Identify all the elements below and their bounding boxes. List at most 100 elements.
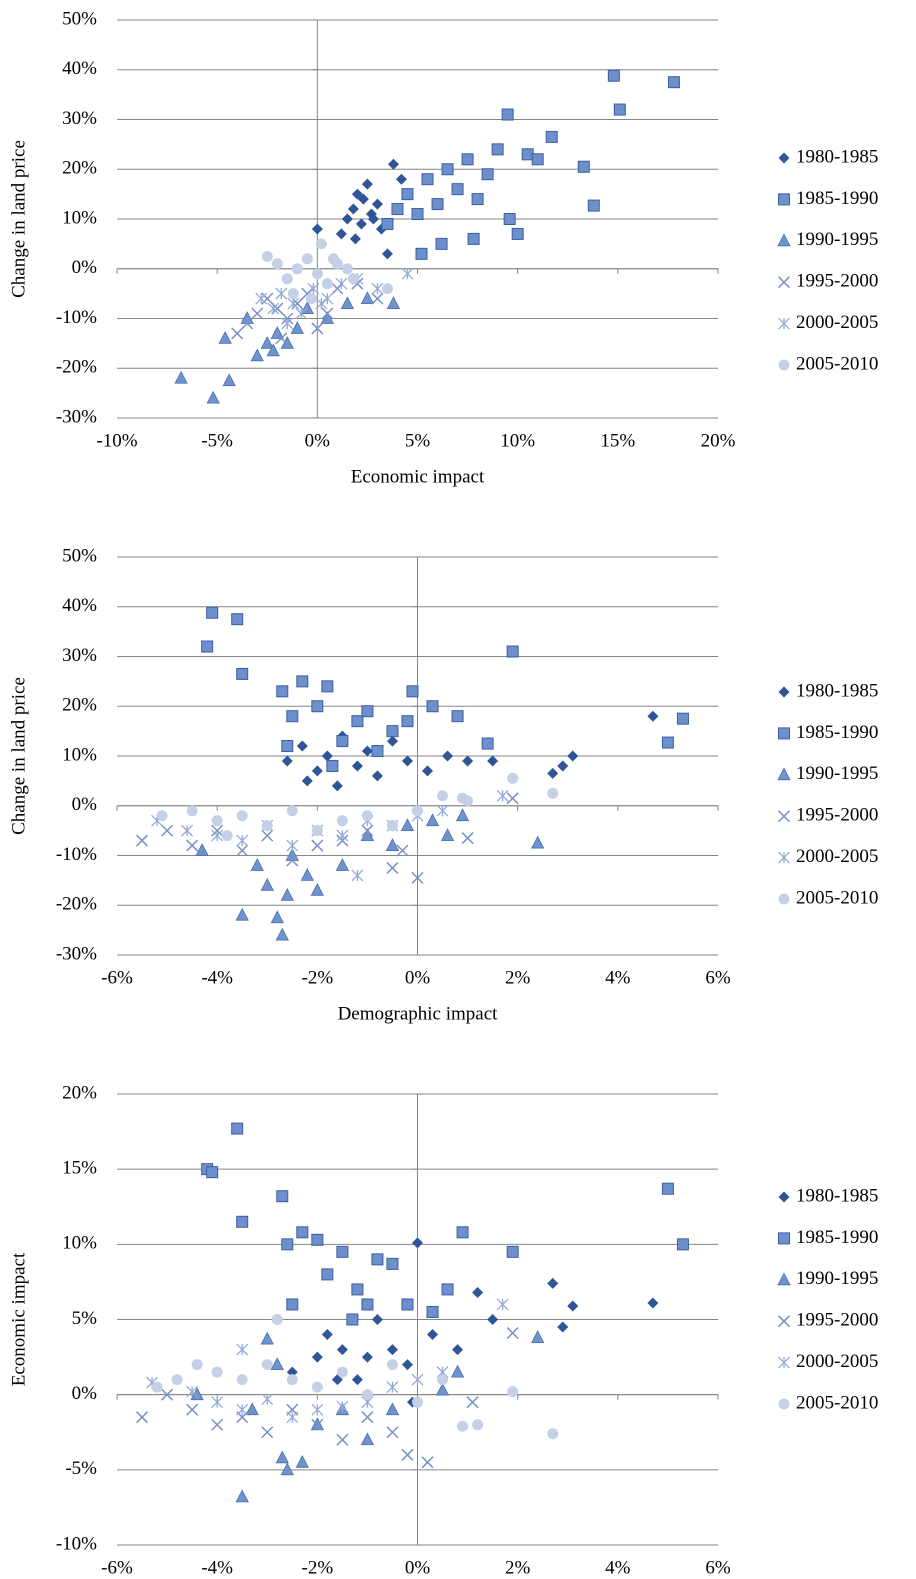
point xyxy=(351,715,364,728)
x-tick-label: -2% xyxy=(302,1557,334,1578)
point xyxy=(426,1305,439,1318)
point xyxy=(511,227,524,240)
y-tick-label: 10% xyxy=(62,744,97,765)
point xyxy=(481,168,494,181)
point xyxy=(260,336,274,349)
point xyxy=(321,750,333,762)
point xyxy=(411,1373,424,1386)
point xyxy=(481,737,494,750)
point xyxy=(136,834,149,847)
y-tick-label: -5% xyxy=(65,1458,97,1479)
point xyxy=(441,1283,454,1296)
series xyxy=(156,772,559,842)
point xyxy=(311,268,323,280)
point xyxy=(371,770,383,782)
series xyxy=(151,789,509,882)
point xyxy=(181,824,194,837)
point xyxy=(311,1418,324,1431)
series xyxy=(381,69,680,260)
series xyxy=(151,1314,559,1440)
point xyxy=(206,606,219,619)
legend-marker xyxy=(778,1232,790,1245)
point xyxy=(456,1226,469,1239)
legend-label: 1995-2000 xyxy=(796,1310,878,1331)
legend-marker xyxy=(777,1315,791,1328)
point xyxy=(287,288,299,300)
point xyxy=(270,326,284,339)
point xyxy=(346,1313,359,1326)
point xyxy=(361,1351,373,1363)
point xyxy=(336,1344,348,1356)
point xyxy=(236,1343,249,1356)
point xyxy=(186,805,198,817)
point xyxy=(351,760,363,772)
y-tick-label: 50% xyxy=(62,8,97,29)
series xyxy=(255,267,414,330)
y-tick-label: -20% xyxy=(56,357,97,378)
point xyxy=(321,278,333,290)
point xyxy=(161,824,174,837)
point xyxy=(661,736,674,749)
point xyxy=(305,293,317,305)
point xyxy=(311,223,323,235)
point xyxy=(371,1314,383,1325)
point xyxy=(261,829,274,842)
point xyxy=(462,755,474,767)
point xyxy=(336,1245,349,1258)
legend-marker xyxy=(778,851,790,864)
point xyxy=(401,715,414,728)
point xyxy=(336,829,349,842)
point xyxy=(311,839,324,852)
point xyxy=(255,292,268,305)
point xyxy=(321,1329,333,1341)
point xyxy=(311,322,324,335)
point xyxy=(386,861,399,874)
x-tick-label: -5% xyxy=(201,430,233,451)
point xyxy=(280,1462,294,1476)
point xyxy=(275,287,288,300)
point xyxy=(506,1326,519,1340)
point xyxy=(270,1357,284,1370)
y-tick-label: 0% xyxy=(72,794,98,815)
point xyxy=(440,828,455,841)
point xyxy=(441,163,454,176)
y-axis-title: Change in land price xyxy=(8,140,29,298)
point xyxy=(211,829,224,842)
point xyxy=(340,296,355,309)
point xyxy=(186,1403,199,1416)
legend-marker xyxy=(778,152,790,164)
point xyxy=(613,103,626,116)
point xyxy=(367,213,379,225)
point xyxy=(211,1418,224,1431)
point xyxy=(251,307,264,320)
y-tick-label: 20% xyxy=(62,158,97,179)
point xyxy=(507,1386,519,1398)
point xyxy=(395,173,407,185)
point xyxy=(506,792,519,805)
point xyxy=(676,1238,689,1251)
point xyxy=(235,907,249,921)
point xyxy=(386,1426,399,1439)
point xyxy=(457,792,469,804)
x-axis-title: Economic impact xyxy=(351,466,485,487)
point xyxy=(341,263,353,275)
point xyxy=(335,277,348,290)
y-tick-label: 30% xyxy=(62,108,97,129)
point xyxy=(221,830,233,842)
point xyxy=(391,203,404,216)
point xyxy=(507,772,519,784)
series xyxy=(201,1122,689,1326)
point xyxy=(286,1374,298,1386)
point xyxy=(496,1298,509,1311)
y-axis-title: Change in land price xyxy=(8,677,29,835)
legend-marker xyxy=(777,767,791,781)
point xyxy=(250,858,264,871)
point xyxy=(351,869,364,882)
point xyxy=(310,882,324,896)
point xyxy=(276,1190,289,1203)
point xyxy=(412,1396,423,1408)
point xyxy=(412,1237,423,1249)
point xyxy=(206,390,220,404)
legend-label: 1980-1985 xyxy=(796,1185,878,1206)
legend-marker xyxy=(777,276,791,289)
